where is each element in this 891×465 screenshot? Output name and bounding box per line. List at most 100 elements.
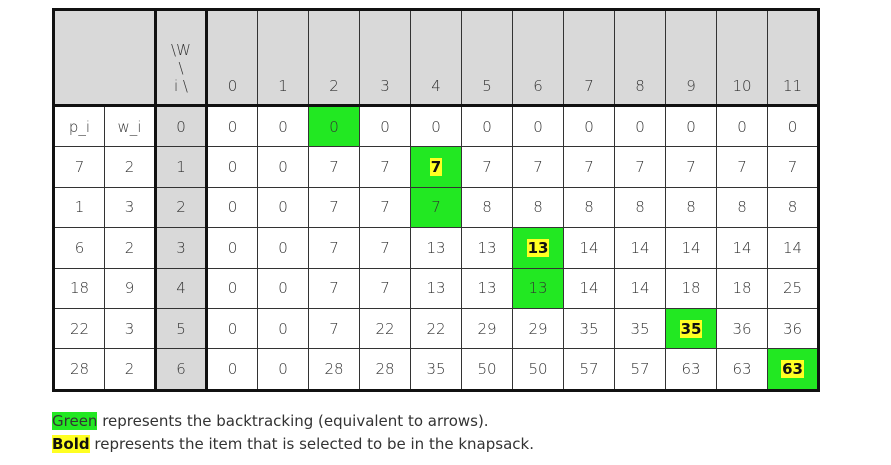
dp-value-cell: 13: [512, 267, 564, 309]
profit-cell: 1: [53, 186, 105, 229]
legend-bold-text: represents the item that is selected to …: [89, 435, 534, 453]
dp-value-cell: 35: [563, 307, 615, 350]
dp-value-cell: 7: [665, 146, 717, 188]
dp-value-cell: 7: [359, 227, 411, 269]
dp-value-cell: 0: [512, 104, 564, 148]
selected-value: 7: [429, 158, 443, 177]
capacity-header-cell: 7: [563, 9, 615, 107]
weight-cell: w_i: [104, 104, 157, 148]
dp-value-cell: 8: [767, 186, 819, 229]
selected-value: 35: [679, 319, 703, 338]
dp-value-cell: 0: [206, 104, 258, 148]
dp-value-cell: 0: [257, 104, 309, 148]
knapsack-dp-table: \W \ i \ 0 1 2 3 4 5 6 7 8 9 10 11 p_i w_i 0 0 0 0 0 0 0 0 0 0 0 0 0 7…: [52, 8, 820, 392]
capacity-header-cell: 11: [767, 9, 819, 107]
capacity-header-cell: 5: [461, 9, 513, 107]
dp-value-cell: 7: [410, 186, 462, 229]
dp-value-cell: 7: [512, 146, 564, 188]
capacity-header-cell: 8: [614, 9, 666, 107]
dp-value-cell: 7: [308, 146, 360, 188]
capacity-header-cell: 2: [308, 9, 360, 107]
dp-value-cell: 8: [512, 186, 564, 229]
header-row: \W \ i \ 0 1 2 3 4 5 6 7 8 9 10 11: [53, 9, 819, 107]
dp-value-cell: 0: [257, 307, 309, 350]
dp-value-cell: 0: [563, 104, 615, 148]
dp-value-cell: 7: [563, 146, 615, 188]
dp-value-cell: 35: [410, 348, 462, 391]
dp-value-cell: 0: [206, 186, 258, 229]
item-index-cell: 5: [155, 307, 208, 350]
dp-value-cell: 7: [716, 146, 768, 188]
dp-value-cell: 29: [512, 307, 564, 350]
dp-value-cell: 22: [359, 307, 411, 350]
weight-cell: 3: [104, 307, 157, 350]
dp-value-cell: 7: [767, 146, 819, 188]
legend-bold-line: Bold represents the item that is selecte…: [52, 435, 534, 453]
dp-value-cell: 14: [665, 227, 717, 269]
dp-value-cell: 0: [614, 104, 666, 148]
dp-value-cell: 14: [614, 267, 666, 309]
dp-value-cell: 0: [257, 227, 309, 269]
dp-value-cell: 7: [359, 146, 411, 188]
item-index-cell: 1: [155, 146, 208, 188]
table-row: 6 2 3 0 0 7 7 13 13 13 14 14 14 14 14: [53, 227, 819, 269]
legend-bold-word: Bold: [52, 435, 90, 453]
weight-cell: 2: [104, 348, 157, 391]
item-index-cell: 4: [155, 267, 208, 309]
weight-cell: 2: [104, 227, 157, 269]
profit-cell: 28: [53, 348, 105, 391]
item-index-cell: 3: [155, 227, 208, 269]
dp-value-cell: 57: [563, 348, 615, 391]
dp-value-cell: 8: [563, 186, 615, 229]
capacity-header-cell: 1: [257, 9, 309, 107]
weight-cell: 3: [104, 186, 157, 229]
capacity-header-cell: 4: [410, 9, 462, 107]
legend-green-word: Green: [52, 412, 98, 430]
table-row: p_i w_i 0 0 0 0 0 0 0 0 0 0 0 0 0: [53, 104, 819, 148]
corner-line-3: i \: [173, 77, 188, 95]
dp-value-cell: 8: [716, 186, 768, 229]
dp-value-cell: 0: [206, 307, 258, 350]
dp-value-cell: 13: [461, 227, 513, 269]
selected-value: 13: [526, 238, 550, 257]
corner-label-cell: \W \ i \: [155, 9, 208, 107]
weight-cell: 9: [104, 267, 157, 309]
dp-value-cell: 7: [308, 186, 360, 229]
dp-value-cell: 18: [716, 267, 768, 309]
dp-value-cell: 7: [308, 307, 360, 350]
dp-value-cell: 7: [614, 146, 666, 188]
dp-value-cell: 63: [716, 348, 768, 391]
dp-value-cell: 0: [206, 267, 258, 309]
dp-value-cell: 22: [410, 307, 462, 350]
selected-value: 63: [781, 360, 804, 379]
dp-value-cell: 57: [614, 348, 666, 391]
legend-green-line: Green represents the backtracking (equiv…: [52, 412, 489, 430]
profit-cell: 22: [53, 307, 105, 350]
dp-value-cell: 50: [512, 348, 564, 391]
capacity-header-cell: 0: [206, 9, 258, 107]
dp-value-cell: 28: [308, 348, 360, 391]
dp-value-cell: 63: [665, 348, 717, 391]
dp-value-cell: 8: [614, 186, 666, 229]
dp-value-cell: 7: [410, 146, 462, 188]
corner-line-1: \W: [171, 41, 191, 59]
dp-value-cell: 7: [308, 227, 360, 269]
dp-value-cell: 0: [461, 104, 513, 148]
dp-value-cell: 14: [563, 267, 615, 309]
capacity-header-cell: 6: [512, 9, 564, 107]
dp-value-cell: 0: [257, 267, 309, 309]
legend-green-text: represents the backtracking (equivalent …: [97, 412, 489, 430]
dp-value-cell: 0: [206, 146, 258, 188]
dp-value-cell: 18: [665, 267, 717, 309]
dp-value-cell: 0: [359, 104, 411, 148]
dp-value-cell: 0: [665, 104, 717, 148]
dp-value-cell: 0: [206, 227, 258, 269]
dp-value-cell: 0: [308, 104, 360, 148]
dp-value-cell: 0: [410, 104, 462, 148]
dp-value-cell: 35: [665, 307, 717, 350]
profit-cell: 6: [53, 227, 105, 269]
dp-value-cell: 14: [563, 227, 615, 269]
dp-value-cell: 14: [716, 227, 768, 269]
